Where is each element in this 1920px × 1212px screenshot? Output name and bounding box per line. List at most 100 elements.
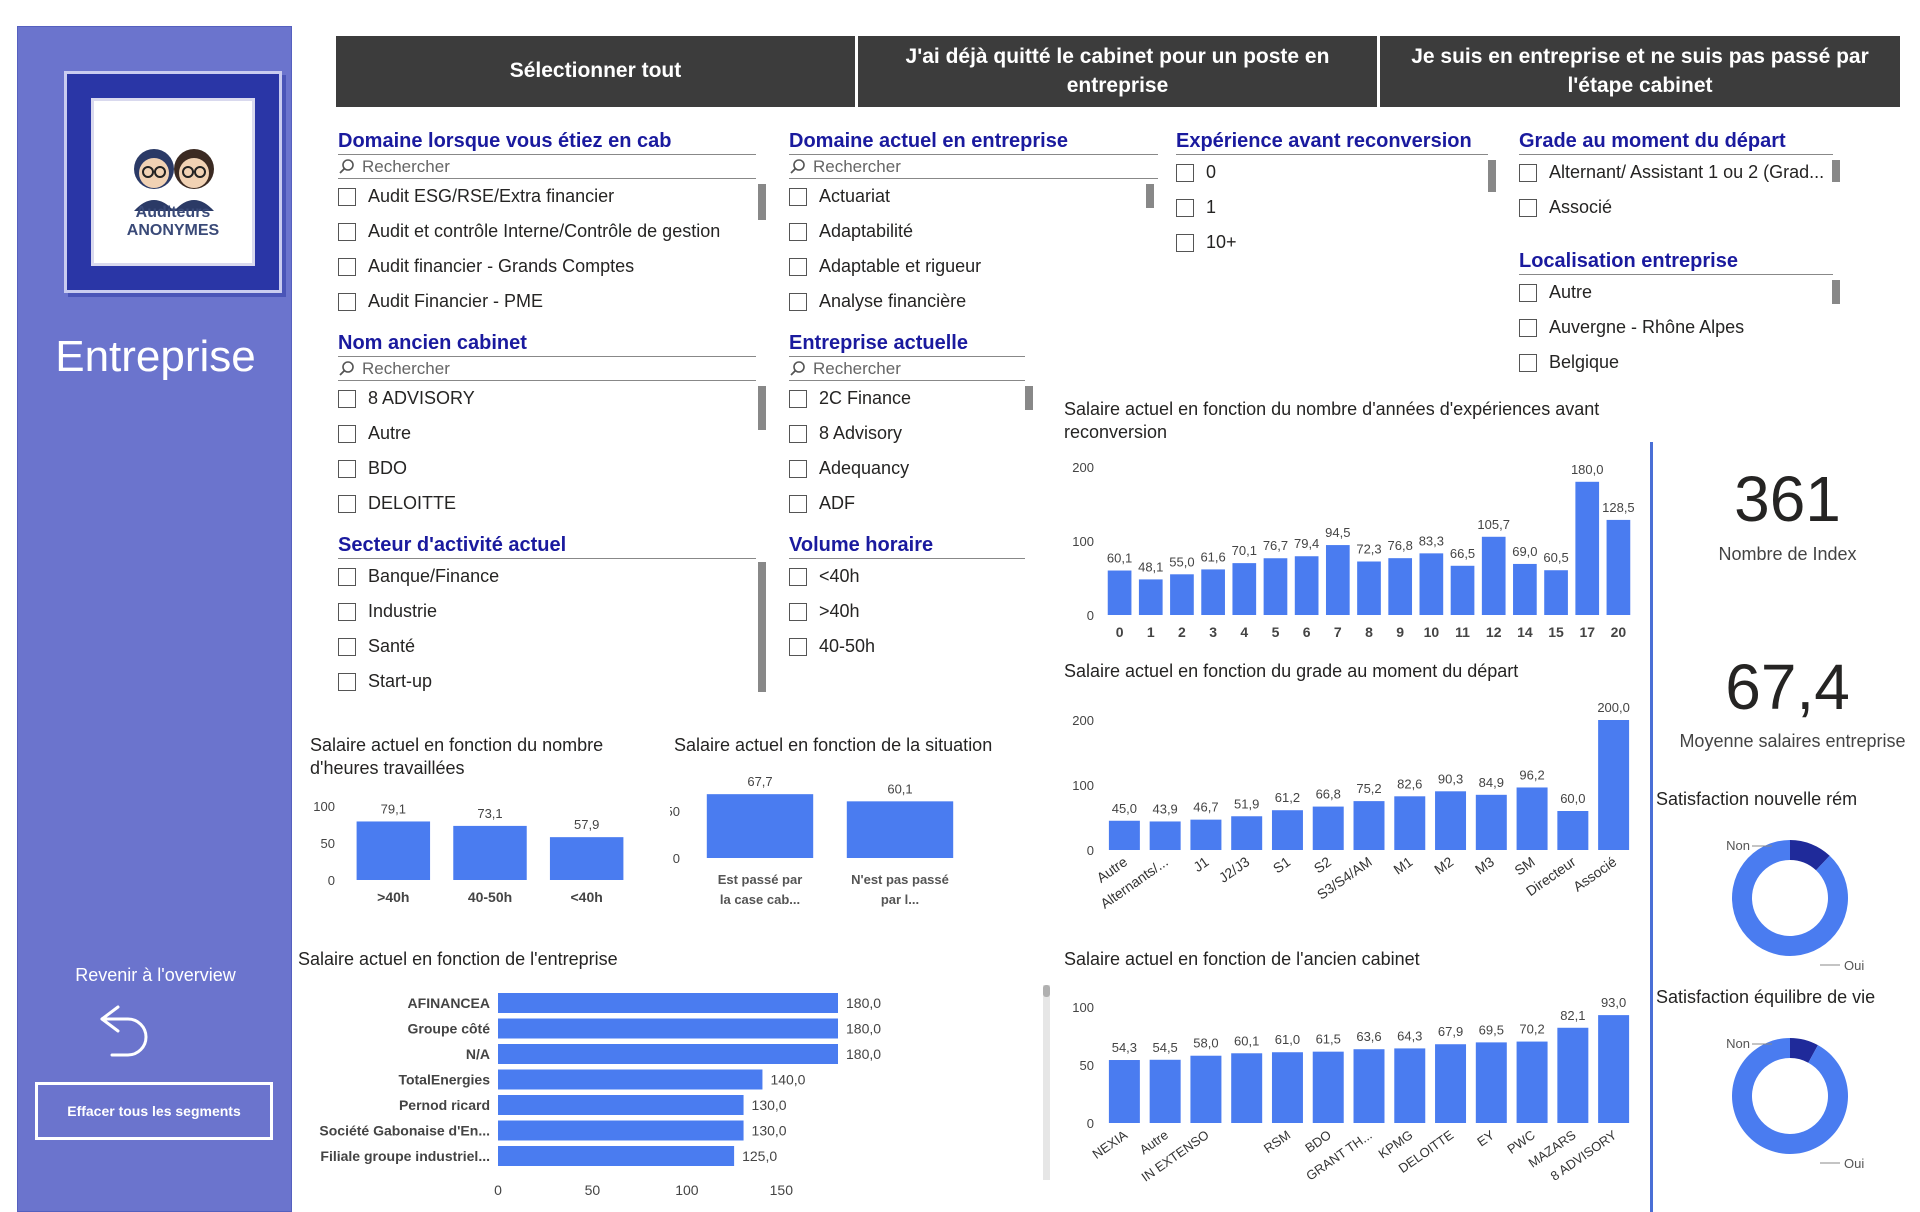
chart-experience: 0 100 200 60,1 0 48,1 1 55,0 2 61,6 3 70,1 4 76,7 5 79,… [1072,460,1634,640]
checkbox[interactable] [338,257,356,276]
undo-arrow-icon[interactable] [88,997,158,1067]
bar [1325,545,1350,615]
checkbox[interactable] [338,389,356,408]
slicer-option[interactable]: 0 [1176,155,1488,190]
slicer-option[interactable]: 8 ADVISORY [338,381,756,416]
bar [498,1018,838,1039]
checkbox[interactable] [789,187,807,206]
no-cabinet-button[interactable]: Je suis en entreprise et ne suis pas pas… [1380,36,1900,107]
checkbox[interactable] [338,494,356,513]
chart-scrollbar-track[interactable] [1043,985,1050,1180]
y-tick-label: 100 [1072,778,1094,793]
slicer-option[interactable]: Santé [338,629,756,664]
slicer-option[interactable]: <40h [789,559,1025,594]
slicer-option[interactable]: 2C Finance [789,381,1025,416]
scrollbar[interactable] [1025,386,1033,410]
slicer-option[interactable]: Adaptabilité [789,214,1158,249]
x-tick-label: 15 [1548,624,1564,640]
x-tick-label: 11 [1455,624,1470,640]
search-input[interactable]: Rechercher [338,357,756,381]
checkbox[interactable] [1176,198,1194,217]
slicer-option[interactable]: Industrie [338,594,756,629]
checkbox[interactable] [789,389,807,408]
slicer-option[interactable]: >40h [789,594,1025,629]
slicer-option[interactable]: 40-50h [789,629,1025,664]
option-label: Adaptabilité [819,221,914,241]
data-label: 66,8 [1316,787,1341,802]
checkbox[interactable] [338,222,356,241]
option-label: Audit financier - Grands Comptes [368,256,635,276]
slicer-option[interactable]: BDO [338,451,756,486]
checkbox[interactable] [789,424,807,443]
checkbox[interactable] [1519,353,1537,372]
donut-slice [1732,840,1848,956]
clear-segments-button[interactable]: Effacer tous les segments [35,1082,273,1140]
search-input[interactable]: Rechercher [789,357,1025,381]
left-cabinet-button[interactable]: J'ai déjà quitté le cabinet pour un post… [858,36,1377,107]
checkbox[interactable] [789,494,807,513]
checkbox[interactable] [1519,283,1537,302]
slicer-option[interactable]: Belgique [1519,345,1833,380]
scrollbar[interactable] [1832,160,1840,182]
checkbox[interactable] [338,672,356,691]
checkbox[interactable] [1519,163,1537,182]
slicer-option[interactable]: 1 [1176,190,1488,225]
chart-scrollbar-thumb[interactable] [1043,985,1050,997]
slicer-option[interactable]: Adaptable et rigueur [789,249,1158,284]
slicer-option[interactable]: Autre [1519,275,1833,310]
checkbox[interactable] [338,187,356,206]
slicer-option[interactable]: Associé [1519,190,1833,225]
bar [498,1146,735,1166]
data-label: 105,7 [1477,517,1510,532]
scrollbar[interactable] [1146,184,1154,208]
slicer-option[interactable]: Banque/Finance [338,559,756,594]
checkbox[interactable] [338,567,356,586]
bar [1190,819,1222,850]
back-link-label[interactable]: Revenir à l'overview [75,965,236,985]
checkbox[interactable] [338,459,356,478]
slicer-option[interactable]: DELOITTE [338,486,756,521]
checkbox[interactable] [338,424,356,443]
checkbox[interactable] [1519,318,1537,337]
slicer-option[interactable]: Alternant/ Assistant 1 ou 2 (Grad... [1519,155,1833,190]
scrollbar[interactable] [1832,280,1840,304]
data-label: 61,0 [1275,1032,1300,1047]
slicer-option[interactable]: Analyse financière [789,284,1158,319]
checkbox[interactable] [1519,198,1537,217]
checkbox[interactable] [789,257,807,276]
slice-label: Non [1726,838,1750,853]
slicer-option[interactable]: 10+ [1176,225,1488,260]
slicer-option[interactable]: Audit financier - Grands Comptes [338,249,756,284]
checkbox[interactable] [789,222,807,241]
scrollbar[interactable] [758,562,766,692]
checkbox[interactable] [789,567,807,586]
checkbox[interactable] [789,459,807,478]
search-input[interactable]: Rechercher [789,155,1158,179]
slicer-option[interactable]: Autre [338,416,756,451]
scrollbar[interactable] [758,386,766,430]
checkbox[interactable] [789,292,807,311]
checkbox[interactable] [338,637,356,656]
checkbox[interactable] [338,602,356,621]
checkbox[interactable] [338,292,356,311]
checkbox[interactable] [789,602,807,621]
checkbox[interactable] [789,637,807,656]
x-tick-label: 4 [1240,624,1248,640]
slicer-option[interactable]: Audit Financier - PME [338,284,756,319]
slicer-option[interactable]: Actuariat [789,179,1158,214]
slicer-option[interactable]: Adequancy [789,451,1025,486]
slicer-option[interactable]: Start-up [338,664,756,699]
scrollbar[interactable] [1488,160,1496,192]
checkbox[interactable] [1176,163,1194,182]
slicer-option[interactable]: Auvergne - Rhône Alpes [1519,310,1833,345]
bar [1598,1015,1630,1123]
search-input[interactable]: Rechercher [338,155,756,179]
slicer-option[interactable]: 8 Advisory [789,416,1025,451]
select-all-button[interactable]: Sélectionner tout [336,36,855,107]
slicer-option[interactable]: ADF [789,486,1025,521]
slicer-option[interactable]: Audit ESG/RSE/Extra financier [338,179,756,214]
scrollbar[interactable] [758,184,766,220]
kpi-label: Nombre de Index [1718,544,1857,564]
slicer-option[interactable]: Audit et contrôle Interne/Contrôle de ge… [338,214,756,249]
checkbox[interactable] [1176,233,1194,252]
